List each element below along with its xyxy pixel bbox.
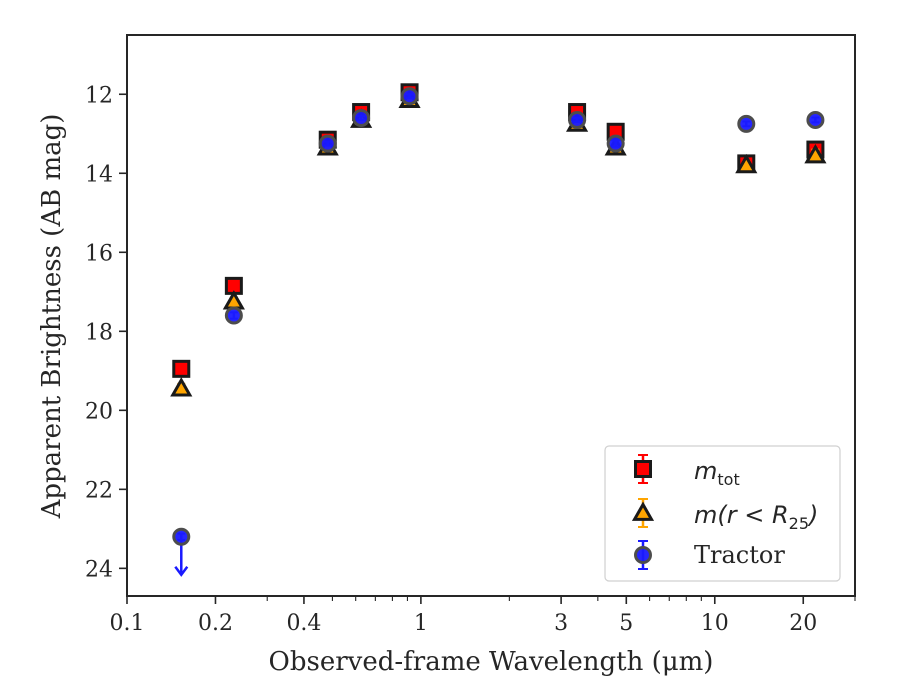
legend-mr25-sub: 25	[789, 514, 809, 533]
x-tick-label-2: 0.4	[286, 611, 321, 636]
legend-label-tractor: Tractor	[694, 541, 785, 569]
x-tick-label-6: 10	[701, 611, 729, 636]
tractor-upper-limit-arrowhead	[174, 565, 189, 577]
y-tick-label-2: 16	[85, 241, 113, 266]
mr25-point-0	[170, 377, 193, 397]
plot-frame	[126, 34, 856, 597]
tractor-point-7	[737, 114, 756, 133]
x-tick-label-1: 0.2	[198, 611, 233, 636]
tractor-point-0	[172, 527, 191, 546]
y-tick-label-1: 14	[85, 162, 113, 187]
tractor-point-3	[352, 108, 371, 127]
y-tick-label-6: 24	[85, 557, 113, 582]
legend-label-mr25: m(r < R25)	[694, 501, 818, 533]
x-tick-label-0: 0.1	[110, 611, 145, 636]
mr25-point-1	[222, 290, 245, 310]
legend: mtot m(r < R25) Tractor	[604, 445, 841, 582]
legend-mtot-main: m	[694, 457, 717, 485]
mr25-point-8	[804, 143, 827, 164]
tractor-point-5	[568, 110, 587, 129]
legend-mtot-sub: tot	[717, 470, 739, 489]
axis-ticks: 0.1 0.2 0.4 1 3 5 10 20 12 14 16 18 20 22 24	[85, 83, 856, 636]
x-tick-label-5: 5	[619, 611, 633, 636]
y-tick-label-3: 18	[85, 320, 113, 345]
legend-markers	[631, 454, 655, 570]
legend-marker-tractor	[634, 546, 652, 564]
mr25-point-7	[735, 153, 758, 174]
tractor-point-4	[400, 87, 419, 106]
legend-label-mtot: mtot	[694, 457, 740, 489]
tractor-point-2	[318, 134, 337, 153]
x-tick-label-3: 1	[414, 611, 428, 636]
legend-mr25-main: m(r < R	[694, 501, 789, 529]
data-points	[170, 83, 827, 577]
mtot-point-0	[172, 359, 191, 378]
legend-marker-mr25	[631, 501, 655, 521]
legend-mr25-tail: )	[807, 501, 818, 529]
x-axis-label: Observed-frame Wavelength (μm)	[269, 647, 714, 677]
legend-marker-mtot	[634, 460, 652, 478]
tractor-point-6	[606, 134, 625, 153]
legend-box	[604, 445, 841, 582]
y-tick-label-0: 12	[85, 83, 113, 108]
x-tick-label-7: 20	[789, 611, 817, 636]
y-tick-label-4: 20	[85, 399, 113, 424]
y-axis-label: Apparent Brightness (AB mag)	[37, 114, 67, 520]
y-tick-label-5: 22	[85, 478, 113, 503]
tractor-point-1	[224, 306, 243, 325]
tractor-point-8	[806, 110, 825, 129]
x-tick-label-4: 3	[554, 611, 568, 636]
